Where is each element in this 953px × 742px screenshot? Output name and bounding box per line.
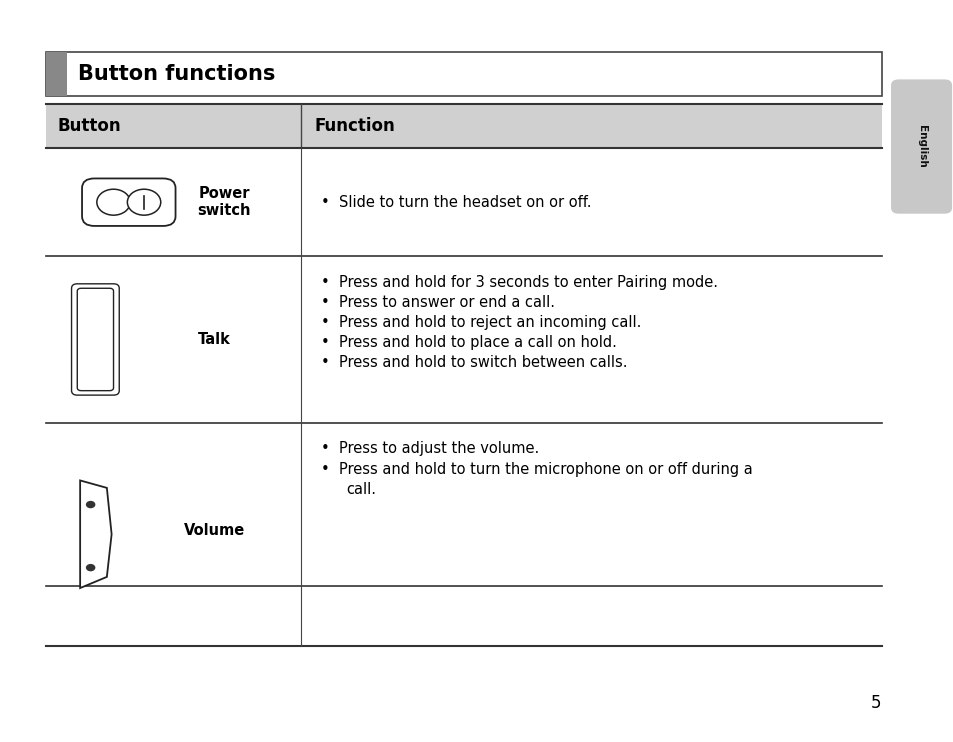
Text: •  Press and hold to reject an incoming call.: • Press and hold to reject an incoming c… bbox=[321, 315, 641, 329]
FancyBboxPatch shape bbox=[71, 284, 119, 395]
Bar bbox=[46, 104, 882, 148]
Text: Volume: Volume bbox=[184, 523, 245, 538]
Circle shape bbox=[86, 501, 95, 508]
FancyBboxPatch shape bbox=[890, 79, 951, 214]
Text: •  Press to answer or end a call.: • Press to answer or end a call. bbox=[321, 295, 555, 309]
Text: •  Press and hold to place a call on hold.: • Press and hold to place a call on hold… bbox=[321, 335, 617, 349]
Circle shape bbox=[86, 564, 95, 571]
PathPatch shape bbox=[80, 481, 112, 588]
Text: English: English bbox=[916, 125, 925, 168]
Circle shape bbox=[128, 189, 161, 215]
Text: •  Press and hold to switch between calls.: • Press and hold to switch between calls… bbox=[321, 355, 627, 370]
Text: •  Press to adjust the volume.: • Press to adjust the volume. bbox=[321, 441, 539, 456]
FancyBboxPatch shape bbox=[82, 178, 175, 226]
Text: Talk: Talk bbox=[198, 332, 231, 347]
Text: •  Press and hold for 3 seconds to enter Pairing mode.: • Press and hold for 3 seconds to enter … bbox=[321, 275, 718, 289]
Text: call.: call. bbox=[346, 482, 375, 496]
FancyBboxPatch shape bbox=[77, 289, 113, 390]
Text: Button: Button bbox=[57, 117, 121, 135]
Bar bbox=[46, 52, 67, 96]
Text: •  Press and hold to turn the microphone on or off during a: • Press and hold to turn the microphone … bbox=[321, 462, 753, 476]
Text: •  Slide to turn the headset on or off.: • Slide to turn the headset on or off. bbox=[321, 194, 592, 210]
Text: Function: Function bbox=[314, 117, 395, 135]
Bar bbox=[46, 52, 882, 96]
Circle shape bbox=[97, 189, 130, 215]
Text: Power
switch: Power switch bbox=[197, 186, 251, 218]
Text: Button functions: Button functions bbox=[78, 65, 275, 84]
Text: 5: 5 bbox=[869, 695, 881, 712]
